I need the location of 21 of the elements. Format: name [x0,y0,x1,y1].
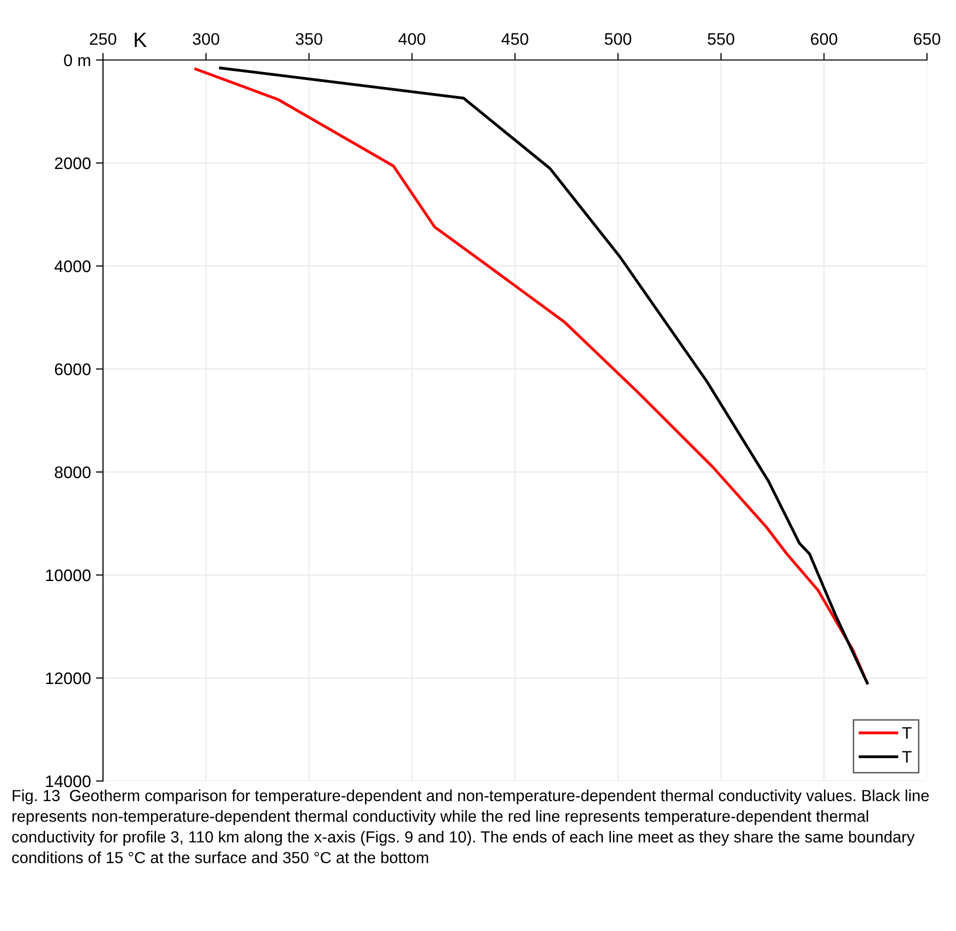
x-axis-title: K [134,32,147,48]
y-tick-label: 12000 [46,672,91,684]
x-tick-label: 650 [914,33,940,45]
y-tick-label: 2000 [54,157,91,170]
x-tick-label: 250 [90,33,116,45]
y-tick-label: 10000 [46,569,91,582]
y-tick-label: 0 m [64,54,90,66]
x-tick-label: 300 [192,33,220,45]
x-tick-label: 400 [398,33,426,45]
legend-label: T [902,727,912,739]
x-tick-label: 350 [296,33,322,45]
caption: Fig. 13 Geotherm comparison for temperature-dependent and non-temperature-dependent thermal conductivity values. Black line represents non-temperature-dependent thermal conductivity while the red line represents temperature-dependent thermal conductivity for profile 3, 110 km along the x-axis (Figs. 9 and 10). The ends of each line meet as they share the same boundary conditions of 15 °C at the surface and 350 °C at the bottom [12,789,929,864]
x-tick-label: 600 [810,33,838,45]
y-tick-label: 14000 [46,775,91,788]
x-tick-label: 550 [708,33,734,45]
y-tick-label: 8000 [54,466,91,478]
x-tick-label: 500 [604,33,632,45]
y-tick-label: 4000 [54,260,91,272]
legend-label: T [902,751,912,763]
x-tick-label: 450 [501,33,528,45]
y-tick-label: 6000 [54,363,91,376]
